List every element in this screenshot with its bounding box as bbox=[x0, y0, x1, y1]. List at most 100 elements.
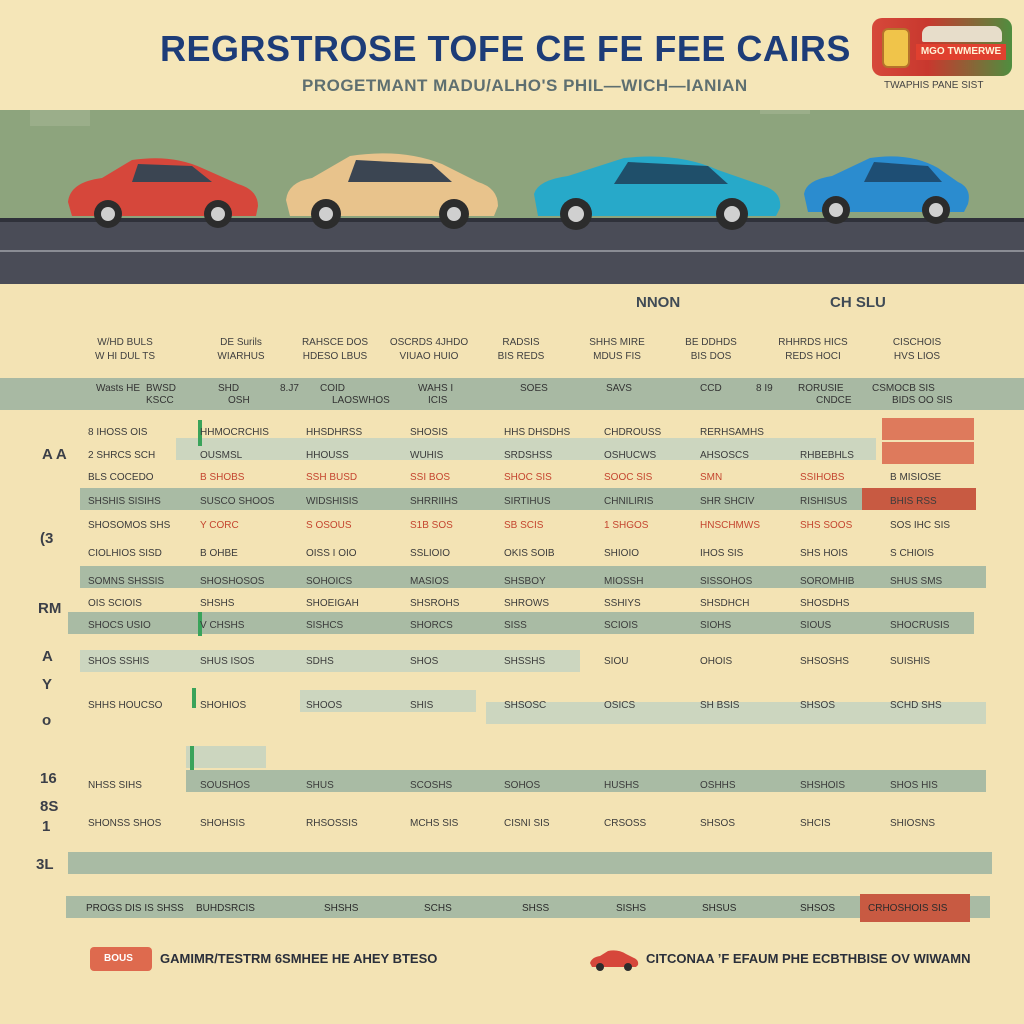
column-header[interactable]: OSCRDS 4JHDO VIUAO HUIO bbox=[384, 336, 474, 364]
table-cell[interactable]: 2 SHRCS SCH bbox=[88, 450, 156, 461]
table-cell[interactable]: SCIOIS bbox=[604, 620, 638, 631]
table-cell[interactable]: SHSHS bbox=[200, 598, 235, 609]
table-cell[interactable]: SHSBOY bbox=[504, 576, 546, 587]
table-cell[interactable]: NHSS SIHS bbox=[88, 780, 142, 791]
table-cell[interactable]: V CHSHS bbox=[200, 620, 245, 631]
table-cell[interactable]: SHIOIO bbox=[604, 548, 640, 559]
table-cell[interactable]: SHOC SIS bbox=[504, 472, 552, 483]
table-cell[interactable]: SDHS bbox=[306, 656, 334, 667]
table-cell[interactable]: SHOSIS bbox=[410, 427, 448, 438]
table-cell[interactable]: SOOC SIS bbox=[604, 472, 653, 483]
table-cell[interactable]: SHOS HIS bbox=[890, 780, 938, 791]
table-cell[interactable]: S1B SOS bbox=[410, 520, 453, 531]
table-cell[interactable]: SOS IHC SIS bbox=[890, 520, 951, 531]
table-cell[interactable]: SISHCS bbox=[306, 620, 344, 631]
table-cell[interactable]: SSH BUSD bbox=[306, 472, 358, 483]
table-cell[interactable]: OHOIS bbox=[700, 656, 733, 667]
table-cell[interactable]: IHOS SIS bbox=[700, 548, 744, 559]
table-cell[interactable]: SHOSOMOS SHS bbox=[88, 520, 171, 531]
table-cell[interactable]: SHOCS USIO bbox=[88, 620, 151, 631]
highlight-cell[interactable] bbox=[882, 442, 974, 464]
table-cell[interactable]: SHSOS bbox=[800, 700, 836, 711]
table-cell[interactable]: RERHSAMHS bbox=[700, 427, 764, 438]
table-cell[interactable]: SHOS bbox=[410, 656, 439, 667]
table-cell[interactable]: SHSHOIS bbox=[800, 780, 846, 791]
table-cell[interactable]: SHSOS bbox=[700, 818, 736, 829]
table-cell[interactable]: SHR SHCIV bbox=[700, 496, 755, 507]
table-cell[interactable]: SIOHS bbox=[700, 620, 732, 631]
table-cell[interactable]: S OSOUS bbox=[306, 520, 352, 531]
table-cell[interactable]: SRDSHSS bbox=[504, 450, 553, 461]
table-cell[interactable]: RHSOSSIS bbox=[306, 818, 358, 829]
table-cell[interactable]: SOUSHOS bbox=[200, 780, 251, 791]
table-cell[interactable]: CISNI SIS bbox=[504, 818, 550, 829]
table-cell[interactable]: OKIS SOIB bbox=[504, 548, 555, 559]
table-cell[interactable]: SOHOS bbox=[504, 780, 541, 791]
table-cell[interactable]: RHBEBHLS bbox=[800, 450, 854, 461]
table-cell[interactable]: BLS COCEDO bbox=[88, 472, 154, 483]
table-cell[interactable]: SHOHSIS bbox=[200, 818, 246, 829]
table-cell[interactable]: HUSHS bbox=[604, 780, 640, 791]
table-cell[interactable]: B SHOBS bbox=[200, 472, 245, 483]
table-cell[interactable]: SHOCRUSIS bbox=[890, 620, 950, 631]
table-cell[interactable]: CHNILIRIS bbox=[604, 496, 654, 507]
highlight-cell[interactable] bbox=[860, 894, 970, 922]
table-cell[interactable]: CHDROUSS bbox=[604, 427, 662, 438]
table-cell[interactable]: SMN bbox=[700, 472, 723, 483]
table-cell[interactable]: SOHOICS bbox=[306, 576, 353, 587]
table-cell[interactable]: SHS HOIS bbox=[800, 548, 848, 559]
table-cell[interactable]: WUHIS bbox=[410, 450, 444, 461]
table-cell[interactable]: SHONSS SHOS bbox=[88, 818, 162, 829]
table-cell[interactable]: SSHIYS bbox=[604, 598, 641, 609]
table-cell[interactable]: SISSOHOS bbox=[700, 576, 753, 587]
table-cell[interactable]: OSHUCWS bbox=[604, 450, 657, 461]
table-cell[interactable]: SIOUS bbox=[800, 620, 832, 631]
column-header[interactable]: RAHSCE DOS HDESO LBUS bbox=[290, 336, 380, 364]
table-cell[interactable]: CRSOSS bbox=[604, 818, 647, 829]
table-cell[interactable]: SCOSHS bbox=[410, 780, 453, 791]
table-cell[interactable]: S CHIOIS bbox=[890, 548, 934, 559]
column-header[interactable]: SHHS MIRE MDUS FIS bbox=[572, 336, 662, 364]
table-cell[interactable]: Y CORC bbox=[200, 520, 239, 531]
table-cell[interactable]: SHSOSC bbox=[504, 700, 547, 711]
table-cell[interactable]: SHOSHOSOS bbox=[200, 576, 265, 587]
highlight-cell[interactable] bbox=[862, 488, 976, 510]
table-cell[interactable]: SHUS SMS bbox=[890, 576, 943, 587]
table-cell[interactable]: HNSCHMWS bbox=[700, 520, 760, 531]
column-header[interactable]: RADSIS BIS REDS bbox=[476, 336, 566, 364]
table-cell[interactable]: SHOHIOS bbox=[200, 700, 247, 711]
table-cell[interactable]: 8 IHOSS OIS bbox=[88, 427, 148, 438]
table-cell[interactable]: 1 SHGOS bbox=[604, 520, 649, 531]
table-cell[interactable]: MIOSSH bbox=[604, 576, 644, 587]
table-cell[interactable]: SHORCS bbox=[410, 620, 453, 631]
table-cell[interactable]: SHOSDHS bbox=[800, 598, 850, 609]
table-cell[interactable]: SIOU bbox=[604, 656, 629, 667]
table-cell[interactable]: AHSOSCS bbox=[700, 450, 749, 461]
table-cell[interactable]: SHOEIGAH bbox=[306, 598, 359, 609]
table-cell[interactable]: SHSOSHS bbox=[800, 656, 849, 667]
table-cell[interactable]: MASIOS bbox=[410, 576, 449, 587]
table-cell[interactable]: SISS bbox=[504, 620, 527, 631]
table-cell[interactable]: SSI BOS bbox=[410, 472, 451, 483]
table-cell[interactable]: SSLIOIO bbox=[410, 548, 451, 559]
table-cell[interactable]: HHMOCRCHIS bbox=[200, 427, 269, 438]
table-cell[interactable]: SCHD SHS bbox=[890, 700, 942, 711]
table-cell[interactable]: SUSCO SHOOS bbox=[200, 496, 275, 507]
table-cell[interactable]: MCHS SIS bbox=[410, 818, 459, 829]
table-cell[interactable]: SB SCIS bbox=[504, 520, 544, 531]
column-header[interactable]: DE Surils WIARHUS bbox=[196, 336, 286, 364]
table-cell[interactable]: OUSMSL bbox=[200, 450, 243, 461]
table-cell[interactable]: SHRRIIHS bbox=[410, 496, 458, 507]
table-cell[interactable]: SHHS HOUCSO bbox=[88, 700, 163, 711]
table-cell[interactable]: CIOLHIOS SISD bbox=[88, 548, 162, 559]
column-header[interactable]: CISCHOIS HVS LIOS bbox=[872, 336, 962, 364]
table-cell[interactable]: SIRTIHUS bbox=[504, 496, 551, 507]
table-cell[interactable]: SHS SOOS bbox=[800, 520, 853, 531]
table-cell[interactable]: SH BSIS bbox=[700, 700, 740, 711]
table-cell[interactable]: SHCIS bbox=[800, 818, 831, 829]
table-cell[interactable]: RISHISUS bbox=[800, 496, 848, 507]
table-cell[interactable]: HHOUSS bbox=[306, 450, 349, 461]
table-cell[interactable]: SUISHIS bbox=[890, 656, 931, 667]
table-cell[interactable]: B MISIOSE bbox=[890, 472, 942, 483]
table-cell[interactable]: WIDSHISIS bbox=[306, 496, 359, 507]
